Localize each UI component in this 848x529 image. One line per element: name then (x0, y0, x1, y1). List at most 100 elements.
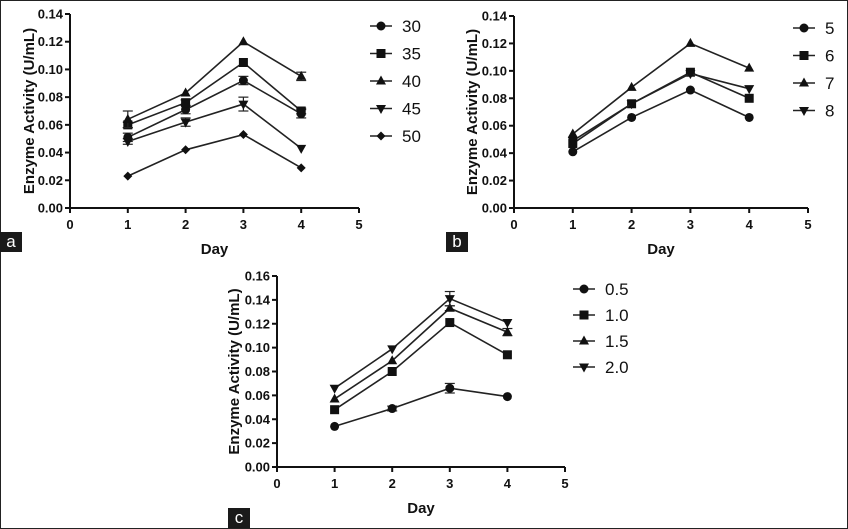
x-tick-label: 5 (355, 217, 362, 232)
legend-marker (799, 23, 809, 33)
data-point (626, 100, 637, 110)
y-tick-label: 0.04 (38, 145, 64, 160)
panel-label-b: b (446, 232, 468, 252)
legend-marker (579, 363, 589, 373)
y-tick-label: 0.06 (482, 118, 507, 133)
x-axis-label: Day (647, 241, 675, 258)
legend-marker (376, 105, 386, 114)
y-tick-label: 0.02 (38, 173, 63, 188)
data-point (330, 421, 340, 431)
x-tick-label: 3 (446, 476, 453, 491)
y-tick-label: 0.08 (482, 91, 507, 106)
data-point (567, 128, 578, 138)
panel-label-c: c (228, 508, 250, 528)
series-50 (123, 130, 306, 181)
x-tick-label: 0 (273, 476, 280, 491)
data-point (444, 295, 455, 305)
legend-label: 6 (825, 47, 834, 66)
chart-panel-b: 0.00 0.02 0.04 0.06 0.08 0.10 0.12 0.14 0 1 2 3 4 5 Da… (464, 9, 834, 259)
x-axis-label: Day (407, 500, 435, 517)
series-0.5 (330, 382, 512, 431)
legend-marker (799, 77, 809, 87)
data-point (296, 144, 307, 154)
y-axis-label: Enzyme Activity (U/mL) (464, 29, 481, 195)
x-tick-label: 5 (561, 476, 568, 491)
legend-marker (376, 21, 386, 31)
x-tick-label: 1 (569, 217, 576, 232)
x-tick-label: 2 (628, 217, 635, 232)
y-tick-label: 0.10 (38, 62, 63, 77)
legend-marker (799, 107, 809, 116)
series-line (127, 61, 302, 126)
data-point (685, 85, 695, 95)
series-45 (122, 96, 307, 154)
data-point (744, 112, 754, 122)
data-point (238, 58, 248, 67)
data-point (387, 404, 397, 414)
data-point (445, 383, 455, 393)
y-tick-label: 0.08 (38, 90, 63, 105)
y-tick-label: 0.00 (482, 201, 507, 216)
x-tick-label: 2 (389, 476, 396, 491)
data-point (744, 93, 754, 103)
legend-label: 1.0 (605, 306, 629, 325)
data-point (626, 81, 637, 91)
y-tick-label: 0.14 (38, 7, 64, 22)
legend-label: 2.0 (605, 358, 629, 377)
x-tick-label: 3 (687, 217, 694, 232)
legend-label: 30 (402, 17, 421, 36)
data-point (568, 147, 578, 157)
series-line (334, 307, 508, 400)
series-line (127, 79, 302, 139)
x-tick-label: 1 (331, 476, 338, 491)
series-line (127, 103, 302, 150)
data-point (387, 355, 398, 365)
y-tick-label: 0.10 (245, 340, 270, 355)
data-point (387, 345, 398, 355)
x-tick-label: 0 (66, 217, 73, 232)
x-tick-label: 1 (124, 217, 131, 232)
data-point (387, 367, 397, 376)
data-point (502, 392, 512, 402)
data-point (122, 113, 133, 123)
series-8 (567, 70, 755, 147)
y-tick-label: 0.00 (245, 460, 270, 475)
data-point (238, 130, 248, 140)
data-point (444, 302, 455, 312)
series-line (572, 72, 750, 142)
data-point (181, 105, 191, 115)
legend-label: 45 (402, 100, 421, 119)
series-line (572, 89, 750, 153)
data-point (445, 318, 455, 328)
data-point (567, 137, 578, 147)
y-axis-label: Enzyme Activity (U/mL) (226, 288, 243, 454)
data-point (181, 98, 191, 108)
y-tick-label: 0.10 (482, 63, 507, 78)
legend-marker (579, 335, 589, 345)
legend-marker (579, 284, 589, 294)
x-tick-label: 4 (298, 217, 306, 232)
data-point (330, 405, 340, 415)
y-tick-label: 0.12 (245, 316, 270, 331)
series-5 (568, 85, 754, 157)
data-point (329, 393, 340, 403)
legend-label: 1.5 (605, 332, 629, 351)
data-point (296, 70, 307, 80)
x-tick-label: 5 (804, 217, 811, 232)
series-line (334, 297, 508, 389)
series-line (572, 42, 750, 135)
series-1.5 (329, 302, 513, 403)
series-1.0 (330, 318, 512, 415)
data-point (238, 100, 249, 110)
data-point (685, 70, 696, 80)
legend-label: 8 (825, 102, 834, 121)
y-tick-label: 0.06 (245, 388, 270, 403)
y-tick-label: 0.04 (245, 412, 271, 427)
x-tick-label: 4 (504, 476, 512, 491)
series-line (127, 133, 302, 177)
data-point (744, 85, 755, 95)
legend-marker (376, 49, 386, 58)
x-tick-label: 4 (746, 217, 754, 232)
y-tick-label: 0.16 (245, 269, 270, 284)
